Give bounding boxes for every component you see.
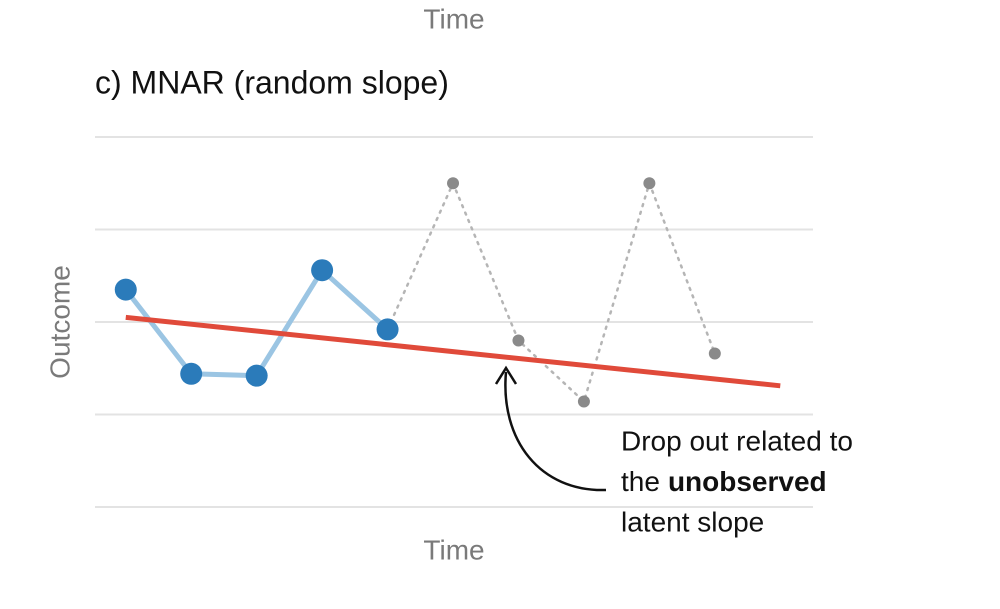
annotation-text: the	[621, 466, 660, 497]
missing-point	[643, 177, 656, 190]
observed-point	[114, 278, 137, 301]
observed-point	[376, 318, 399, 341]
arrow-head	[494, 365, 518, 385]
plot	[114, 177, 781, 408]
missing-point	[512, 334, 525, 347]
annotation-arrow	[504, 371, 607, 492]
missing-point	[708, 347, 721, 360]
observed-point	[311, 259, 334, 282]
y-axis-label: Outcome	[44, 265, 75, 379]
missing-point	[577, 395, 590, 408]
annotation-bold: unobserved	[668, 466, 827, 497]
series-line	[386, 179, 717, 404]
missing-point	[447, 177, 460, 190]
annotation-line: Drop out related to	[621, 425, 853, 456]
observed-point	[180, 362, 203, 385]
x-axis-label: Time	[423, 534, 484, 565]
trend-line	[125, 314, 781, 389]
observed-point	[245, 364, 268, 387]
grid	[95, 136, 813, 508]
annotation-line: latent slope	[621, 506, 764, 537]
annotation-line: the unobserved	[621, 466, 827, 497]
chart-title: c) MNAR (random slope)	[95, 64, 449, 100]
top-axis-label: Time	[423, 3, 484, 34]
